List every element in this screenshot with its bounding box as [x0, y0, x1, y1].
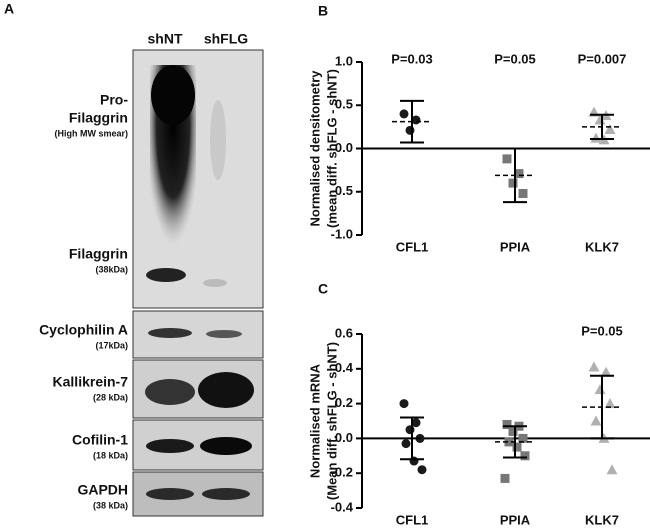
point: [518, 433, 528, 443]
x-tick-label: KLK7: [585, 239, 619, 254]
point: [600, 366, 612, 377]
point: [590, 132, 602, 143]
band: [203, 279, 227, 287]
point: [512, 442, 522, 452]
p-value: P=0.05: [581, 323, 623, 338]
point: [401, 439, 411, 449]
point: [399, 399, 409, 409]
band-label: Cyclophilin A: [39, 322, 128, 338]
point: [514, 169, 524, 179]
point: [594, 384, 606, 395]
y-axis-label: Normalised densitometry: [307, 70, 322, 227]
y-axis-label: Normalised mRNA: [307, 363, 322, 478]
p-value: P=0.05: [494, 51, 536, 66]
x-tick-label: CFL1: [396, 239, 429, 254]
x-tick-label: PPIA: [500, 512, 531, 527]
y-tick-label: 0.2: [335, 395, 353, 410]
point: [502, 419, 512, 429]
band-label: Pro-: [100, 92, 128, 108]
y-tick-label: 0.0: [335, 430, 353, 445]
band: [146, 439, 194, 453]
point: [417, 465, 427, 475]
point: [588, 361, 600, 372]
point: [411, 418, 421, 428]
band: [206, 330, 242, 338]
band-note: (17kDa): [95, 340, 128, 350]
y-tick-label: 0.6: [335, 325, 353, 340]
band-note: (18 kDa): [93, 450, 128, 460]
y-axis-label: (mean diff. shFLG - shNT): [324, 69, 339, 228]
y-tick-label: 0.5: [335, 97, 353, 112]
band-label: GAPDH: [77, 482, 128, 498]
point: [504, 437, 514, 447]
band: [146, 268, 186, 282]
point: [604, 123, 616, 134]
p-value: P=0.007: [578, 51, 627, 66]
point: [405, 425, 415, 435]
y-tick-label: 0.4: [335, 360, 354, 375]
y-tick-label: -0.5: [331, 183, 353, 198]
band-label: Filaggrin: [69, 246, 128, 262]
lane-label: shFLG: [204, 31, 248, 47]
point: [606, 464, 618, 475]
band: [200, 437, 252, 455]
band: [202, 488, 250, 500]
y-tick-label: -1.0: [331, 226, 353, 241]
band: [146, 488, 194, 500]
x-tick-label: CFL1: [396, 512, 429, 527]
band-note: (38kDa): [95, 264, 128, 274]
point: [604, 398, 616, 409]
point: [508, 426, 518, 436]
y-tick-label: 0.0: [335, 140, 353, 155]
band: [145, 379, 195, 405]
point: [399, 109, 409, 119]
y-tick-label: -0.2: [331, 465, 353, 480]
x-tick-label: PPIA: [500, 239, 531, 254]
panel-letter: C: [318, 281, 328, 297]
band: [151, 65, 195, 125]
band-label: Kallikrein-7: [53, 374, 129, 390]
band-note: (28 kDa): [93, 392, 128, 402]
y-tick-label: -0.4: [331, 499, 354, 514]
band-label: Filaggrin: [69, 110, 128, 126]
y-axis-label: (Mean diff. shFLG - shNT): [324, 342, 339, 500]
lane-label: shNT: [148, 31, 183, 47]
point: [500, 473, 510, 483]
band: [210, 100, 226, 180]
band: [148, 328, 192, 338]
panel-letter: B: [318, 3, 328, 19]
point: [590, 415, 602, 426]
band-note: (38 kDa): [93, 500, 128, 510]
p-value: P=0.03: [391, 51, 433, 66]
band-label: Cofilin-1: [72, 432, 128, 448]
blot-images: [132, 49, 264, 517]
y-tick-label: 1.0: [335, 53, 353, 68]
panel-letter: A: [4, 1, 14, 17]
point: [518, 188, 528, 198]
band: [198, 372, 254, 408]
point: [405, 125, 415, 135]
x-tick-label: KLK7: [585, 512, 619, 527]
point: [508, 178, 518, 188]
point: [502, 154, 512, 164]
band-note: (High MW smear): [54, 128, 128, 138]
point: [409, 456, 419, 466]
point: [520, 451, 530, 461]
